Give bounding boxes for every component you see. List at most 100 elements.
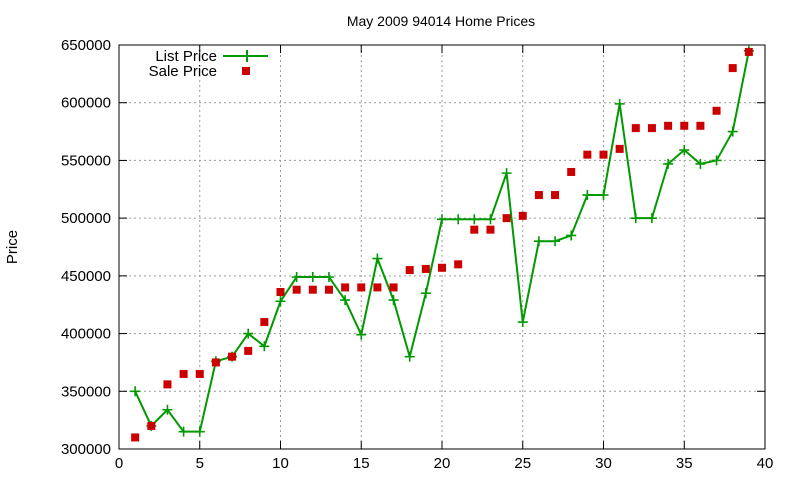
list-price-point [485,214,496,225]
sale-price-point [728,64,737,73]
sale-price-point [228,352,237,361]
list-price-point [453,214,464,225]
grid [119,45,765,449]
list-price-point [663,158,674,169]
list-price-point [130,386,141,397]
sale-price-point [712,106,721,115]
sale-price-point [486,225,495,234]
list-price-point [598,190,609,201]
y-tick-label: 400000 [61,326,111,343]
sale-price-point [744,47,753,56]
list-price-point [275,296,286,307]
list-price-point [646,213,657,224]
list-price-point [372,253,383,264]
series-layer [130,45,754,442]
list-price-point [178,426,189,437]
x-tick-label: 5 [196,455,204,472]
sale-price-point [696,121,705,130]
sale-price-point [470,225,479,234]
list-price-point [388,295,399,306]
sale-price-point [292,285,301,294]
sale-price-point [179,369,188,378]
list-price-point [307,272,318,283]
list-price-point [695,158,706,169]
list-price-point [614,98,625,109]
x-tick-label: 20 [434,455,451,472]
y-tick-label: 550000 [61,152,111,169]
x-tick-label: 15 [353,455,370,472]
list-price-point [404,351,415,362]
list-price-point [533,236,544,247]
sale-price-point [357,283,366,292]
axis-ticks: 0 5 10 15 20 25 30 35 40 300000 350000 400000 450000… [61,37,773,472]
y-tick-label: 350000 [61,383,111,400]
sale-price-point [131,433,140,442]
list-price-point [323,272,334,283]
y-tick-label: 450000 [61,268,111,285]
x-tick-label: 0 [115,455,123,472]
sale-price-point [260,318,269,327]
sale-price-point [308,285,317,294]
legend: List Price Sale Price [149,48,268,80]
list-price-point [566,230,577,241]
list-price-point [437,214,447,225]
list-price-point [356,329,367,340]
list-price-point [259,341,270,352]
sale-price-point [518,211,527,220]
sale-price-point [438,263,446,272]
sale-price-point [195,369,204,378]
sale-price-point [647,124,656,133]
sale-price-point [454,260,463,269]
list-price-point [194,426,205,437]
sale-price-point [244,346,253,355]
x-tick-label: 30 [595,455,612,472]
sale-price-point [680,121,689,130]
sale-price-point [373,283,382,292]
list-price-point [420,288,431,299]
list-price-point [727,126,738,137]
y-tick-label: 300000 [61,441,111,458]
sale-price-point [211,358,220,367]
sale-price-point [599,150,608,159]
sale-price-point [405,266,414,275]
y-tick-label: 650000 [61,37,111,54]
x-tick-label: 10 [272,455,289,472]
list-price-point [340,295,351,306]
sale-price-point [163,380,172,389]
list-price-point [582,190,593,201]
list-price-point [517,317,528,328]
sale-price-point [615,144,624,153]
x-tick-label: 35 [676,455,693,472]
sale-price-point [567,167,576,176]
list-price-point [162,404,173,415]
plot-frame [118,44,766,450]
x-tick-label: 40 [757,455,774,472]
chart-title: May 2009 94014 Home Prices [347,13,535,29]
legend-label-list-price: List Price [155,48,217,65]
y-axis-label: Price [4,230,21,264]
legend-label-sale-price: Sale Price [149,63,217,80]
sale-price-point [534,191,543,200]
sale-price-point [583,150,592,159]
sale-price-point [341,283,350,292]
list-price-point [243,328,254,339]
list-price-point [630,213,641,224]
sale-price-point [389,283,398,292]
legend-marker-list-price [241,50,253,62]
sale-price-point [421,264,430,273]
list-price-point [291,272,302,283]
list-price-point [469,214,480,225]
y-tick-label: 600000 [61,95,111,112]
sale-price-point [551,191,560,200]
x-tick-label: 25 [514,455,531,472]
y-tick-label: 500000 [61,210,111,227]
list-price-point [679,145,690,156]
sale-price-point [664,121,673,130]
sale-price-point [276,288,285,297]
list-price-point [711,155,722,166]
sale-price-point [631,124,640,133]
sale-price-point [324,285,333,294]
list-price-point [501,168,512,179]
